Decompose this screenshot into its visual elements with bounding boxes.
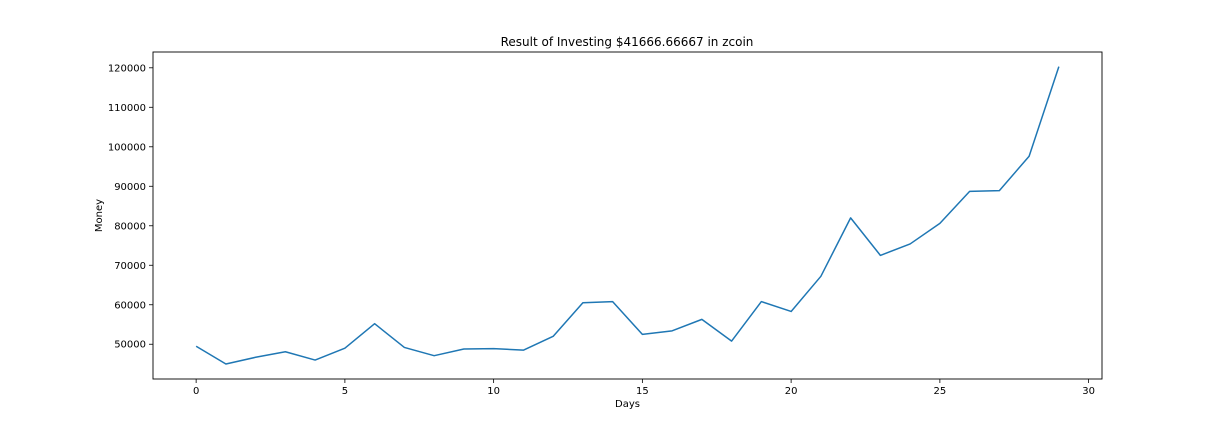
x-tick-label: 30 (1082, 386, 1095, 397)
plot-area (195, 66, 1060, 365)
x-tick-label: 0 (193, 386, 199, 397)
y-tick-label: 60000 (114, 300, 146, 311)
series-line (195, 66, 1060, 365)
x-tick-label: 25 (933, 386, 946, 397)
x-tick-label: 5 (342, 386, 348, 397)
x-axis: 0 5 10 15 20 25 30 (193, 379, 1095, 397)
x-tick-label: 15 (636, 386, 649, 397)
y-tick-label: 100000 (108, 142, 146, 153)
y-tick-label: 120000 (108, 63, 146, 74)
plot-frame (152, 51, 1103, 380)
y-tick-label: 50000 (114, 340, 146, 351)
x-tick-label: 10 (487, 386, 500, 397)
chart-title: Result of Investing $41666.66667 in zcoi… (501, 35, 754, 49)
y-axis-label: Money (94, 199, 105, 232)
x-axis-label: Days (615, 399, 640, 410)
x-tick-label: 20 (785, 386, 798, 397)
y-tick-label: 110000 (108, 103, 146, 114)
y-tick-label: 90000 (114, 182, 146, 193)
y-axis: 50000 60000 70000 80000 90000 100000 110000 120… (108, 63, 153, 351)
y-tick-label: 70000 (114, 261, 146, 272)
y-tick-label: 80000 (114, 221, 146, 232)
